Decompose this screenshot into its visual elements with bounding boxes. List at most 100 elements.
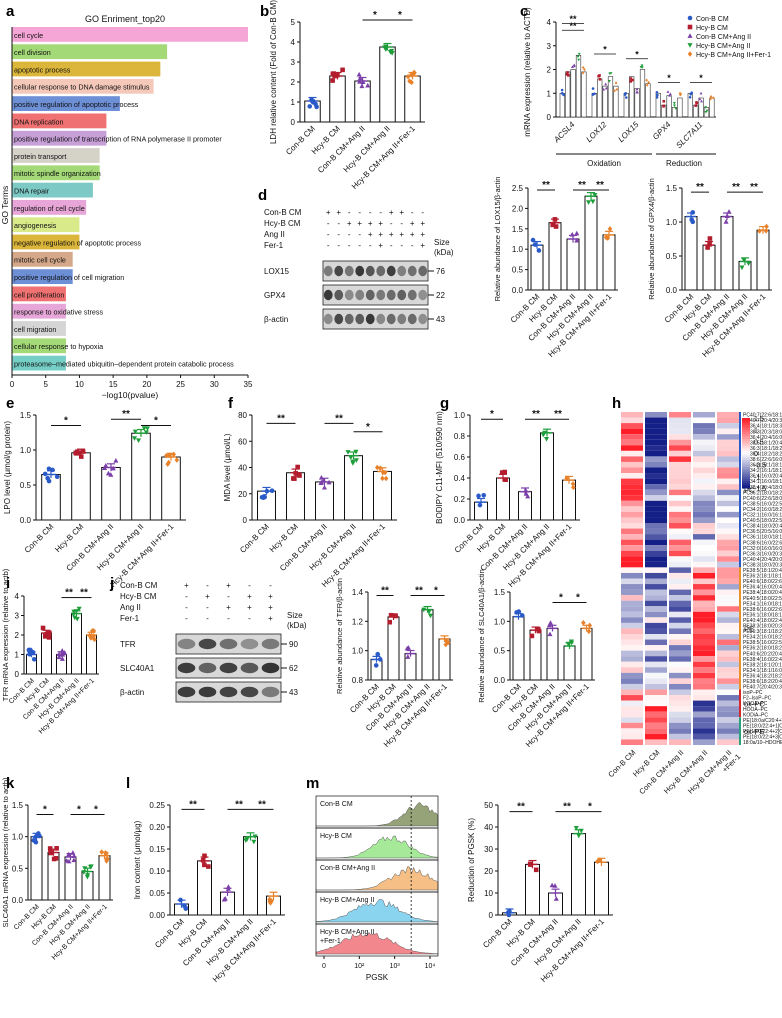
j-point	[48, 848, 53, 854]
h-scale-cell	[742, 483, 750, 487]
panel-label-k: j	[109, 575, 114, 592]
h-row-label: PC38:5(18:1/20:4)	[743, 440, 782, 446]
j-sig-label: *	[94, 805, 98, 816]
h-cell	[645, 706, 667, 712]
c-bar	[581, 71, 587, 118]
d-blot-band	[407, 289, 417, 301]
h-cell	[693, 611, 715, 618]
h-row-label: PE38:5(18:1/20:4)	[743, 568, 782, 574]
j-point	[103, 850, 109, 857]
f-point	[295, 464, 300, 470]
c-point	[668, 92, 672, 95]
d1-point	[532, 242, 538, 247]
c-point	[602, 87, 606, 91]
h-cell	[693, 595, 715, 601]
h-cell	[669, 695, 691, 701]
h-cell	[621, 417, 643, 424]
k2-sig-label: *	[576, 593, 580, 604]
d1-point	[569, 231, 575, 237]
h-cell	[645, 523, 667, 529]
k-band-label: SLC40A1	[120, 664, 155, 673]
h-cell	[645, 667, 667, 673]
h-cell	[693, 500, 715, 507]
h-cell	[645, 450, 667, 457]
h-cell	[717, 473, 739, 479]
h-row-label: PC38:5(16:0/22:5)	[743, 501, 782, 507]
c-point	[695, 101, 699, 105]
k1-point	[427, 613, 434, 619]
h-cell	[621, 689, 643, 696]
l-ylabel: Iron content (μmol/μg)	[133, 820, 142, 899]
d-blot-band	[365, 289, 375, 301]
h-class-label: ox-PC	[744, 699, 765, 708]
d-blot-symbol: +	[389, 230, 394, 239]
i-point	[27, 651, 32, 657]
b-point	[332, 73, 337, 79]
j-point	[82, 866, 88, 871]
l-point	[206, 864, 211, 869]
d2-point	[705, 245, 710, 250]
h-cell	[621, 617, 643, 623]
c-point	[570, 65, 574, 69]
panel-label-m: m	[306, 775, 319, 792]
d-blot-band	[334, 289, 344, 301]
a-bar-label: regulation of cell cycle	[14, 204, 85, 213]
d-blot-band	[386, 289, 396, 301]
a-bar	[12, 27, 248, 42]
h-row-label: PE38:6(16:0/22:6)	[743, 607, 782, 613]
h-cell	[645, 722, 667, 729]
c-point	[640, 64, 644, 67]
h-cell	[693, 589, 715, 596]
k-blot-band	[240, 662, 259, 674]
h-cell	[693, 539, 715, 546]
c-point	[668, 94, 672, 97]
h-cell	[645, 423, 667, 429]
h-cell	[717, 589, 739, 596]
h-cell	[693, 634, 715, 640]
m-ytick-label: 10	[484, 889, 493, 898]
h-cell	[693, 722, 715, 729]
i-ytick-label: 0	[15, 670, 20, 679]
j-point	[53, 856, 59, 861]
h-cell	[645, 645, 667, 651]
c-point	[562, 93, 565, 97]
h-scale-cell	[742, 474, 750, 477]
k-blot-band	[177, 686, 196, 698]
j-point	[71, 853, 77, 858]
h-cell	[717, 584, 739, 590]
h-cell	[621, 500, 643, 507]
l-point	[222, 896, 228, 901]
d-blot-symbol: -	[327, 219, 330, 228]
e-bar	[131, 432, 151, 521]
a-bar-label: positive regulation of apoptotic process	[14, 100, 139, 109]
h-cell	[693, 528, 715, 535]
d-blot-symbol: +	[326, 208, 331, 217]
c-point	[565, 73, 569, 76]
h-scale-cell	[742, 436, 750, 440]
h-cell	[645, 584, 667, 590]
h-cell	[645, 678, 667, 684]
h-cell	[717, 667, 739, 673]
h-cell	[669, 672, 691, 679]
a-bar	[12, 148, 100, 163]
h-cell	[693, 706, 715, 712]
h-cell	[717, 506, 739, 512]
a-bar-label: cell migration	[14, 325, 56, 334]
h-cell	[669, 728, 691, 734]
h-cell	[669, 639, 691, 646]
h-cell	[669, 722, 691, 729]
g-ytick-label: 0.2	[454, 495, 466, 504]
i-point	[40, 625, 46, 631]
d-blot-symbol: -	[358, 230, 361, 239]
c-xtick-label: SLC7A11	[674, 120, 704, 150]
h-row-label: PC36:2(18:1/18:1)	[743, 463, 782, 469]
c-sig-label: **	[569, 21, 577, 31]
d1-point	[586, 200, 592, 205]
h-scale-cell	[742, 448, 750, 452]
h-cell	[669, 539, 691, 546]
panel-label-i: i	[6, 575, 10, 592]
b-point	[389, 48, 395, 54]
h-cell	[669, 434, 691, 440]
g-ytick-label: 1.0	[454, 411, 466, 420]
b-ytick-label: 4	[291, 38, 296, 47]
